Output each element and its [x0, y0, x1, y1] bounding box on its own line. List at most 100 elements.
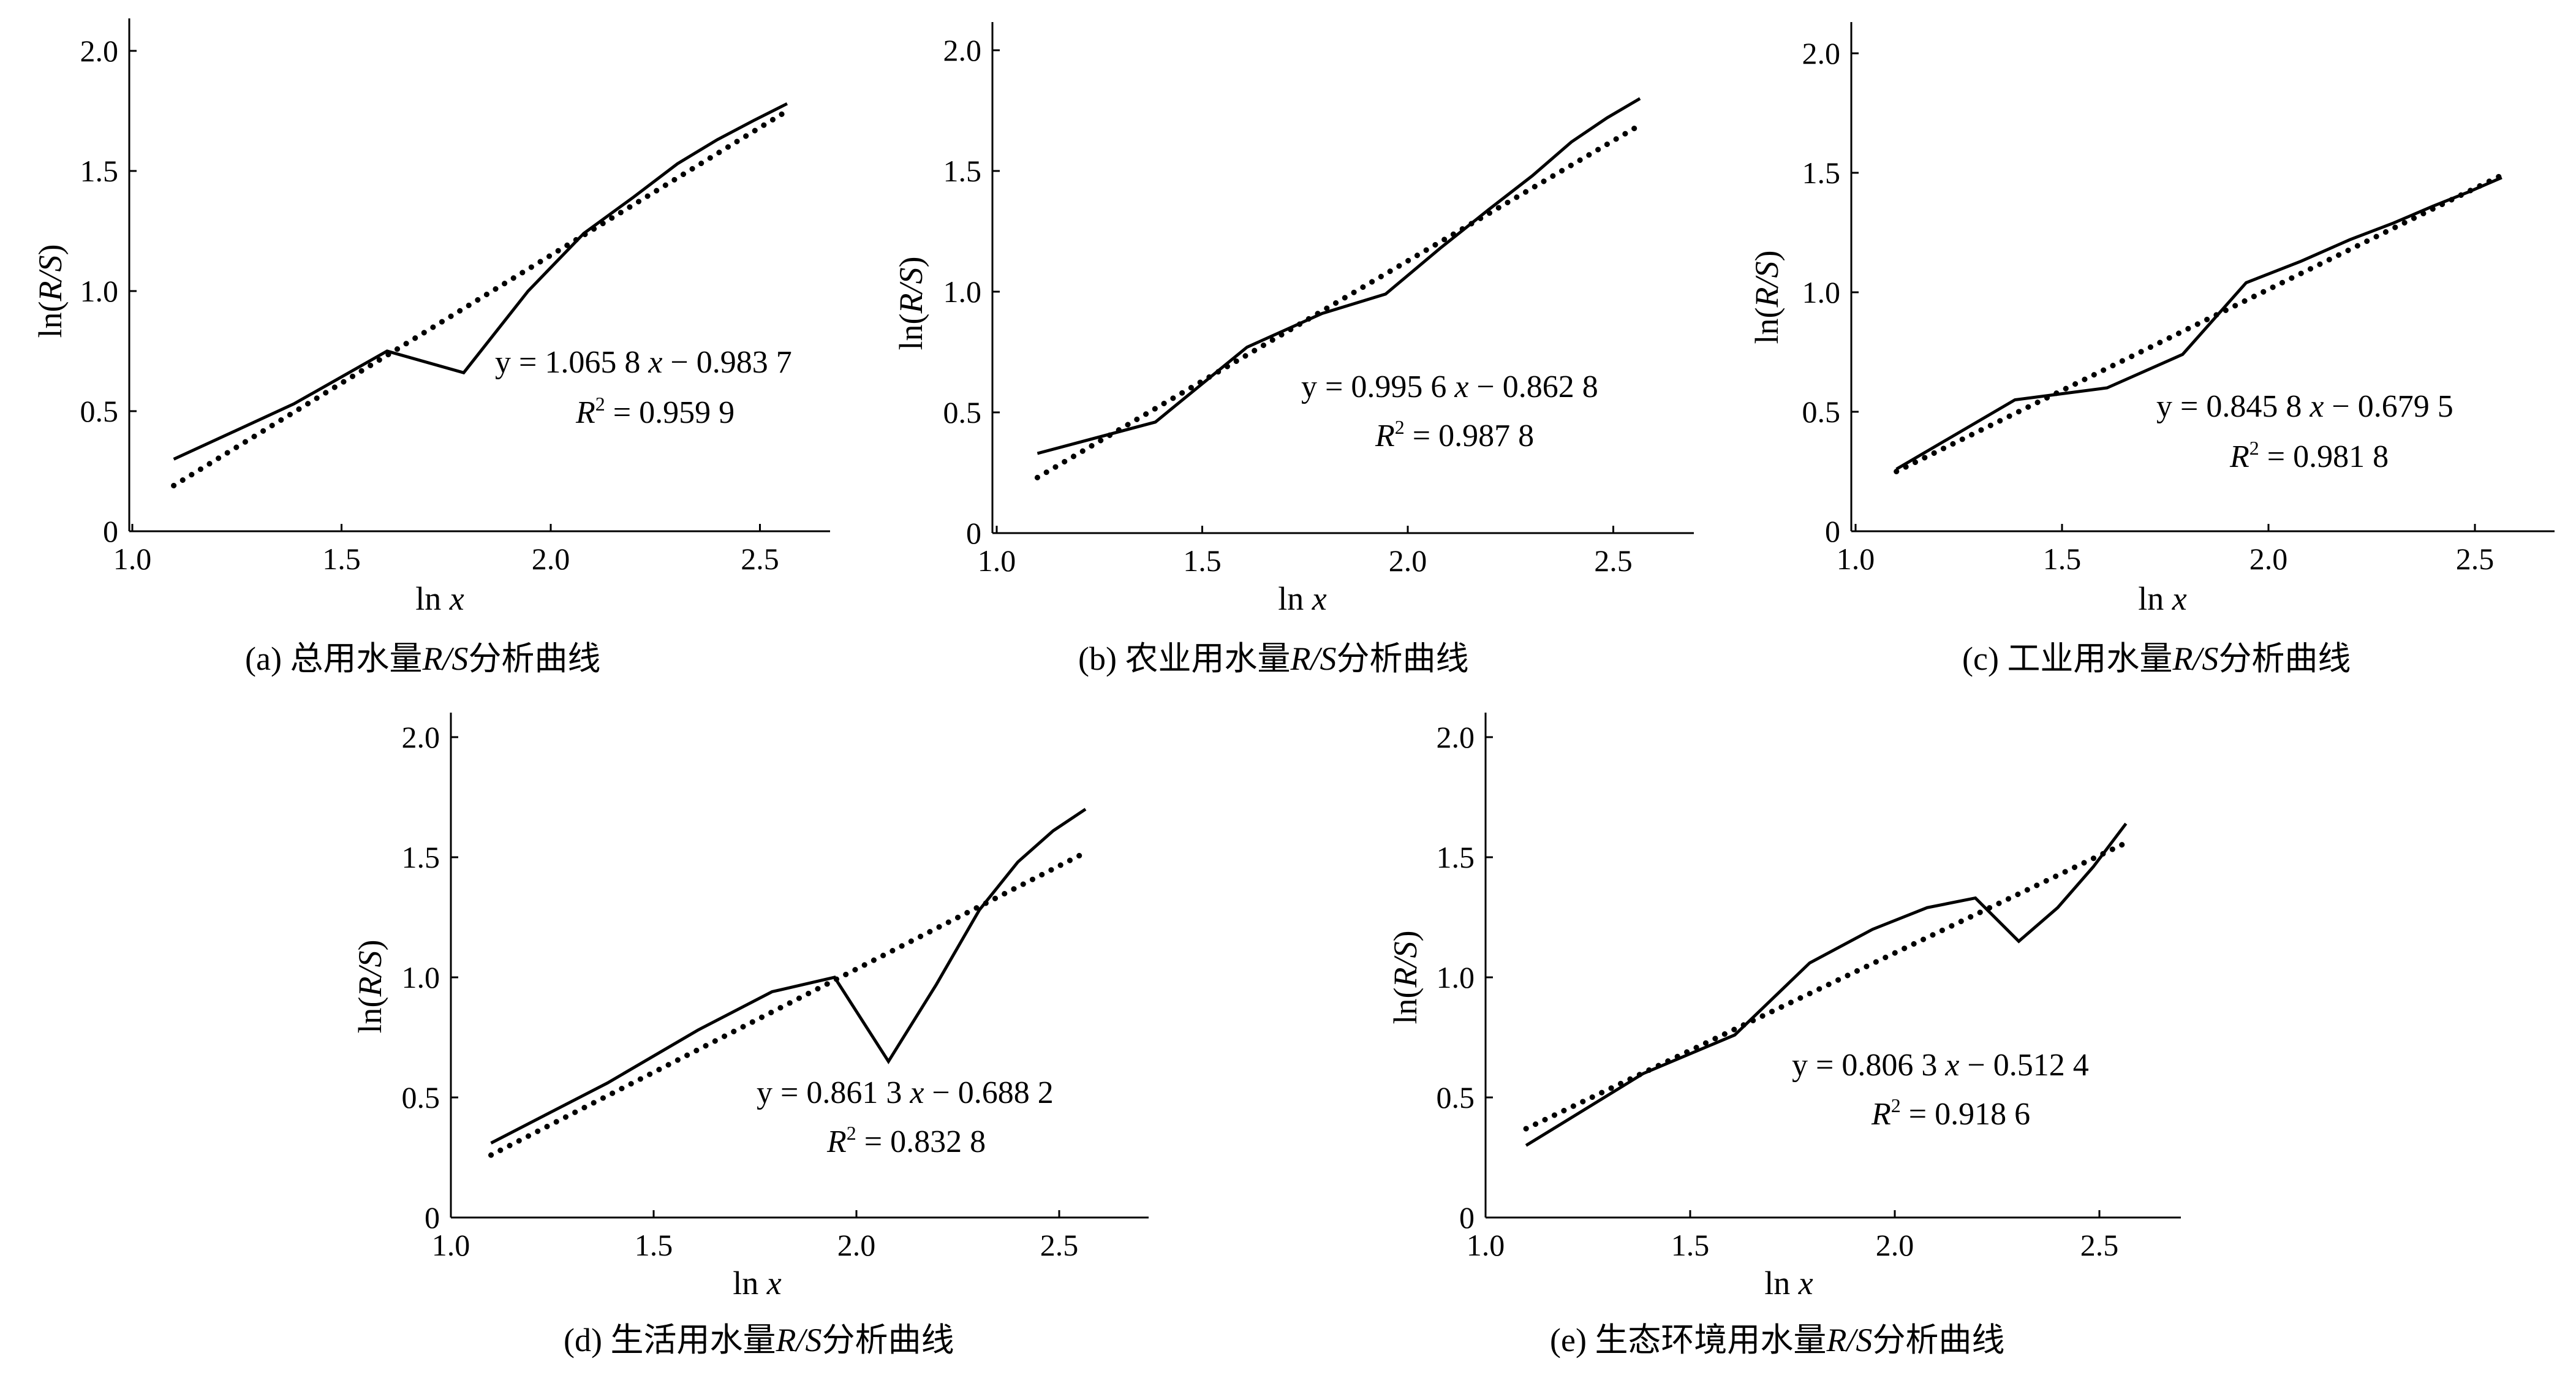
x-axis-label-prefix: ln: [733, 1265, 767, 1301]
y-tick-label: 2.0: [1437, 720, 1475, 754]
y-axis-label-var: R/S: [352, 950, 388, 997]
y-axis-label-suffix: ): [1387, 931, 1424, 942]
equation-intercept: − 0.512 4: [1959, 1048, 2088, 1083]
chart-panel-e: 00.51.01.52.01.0 1.5 2.0 2.5ln xln(R/S)y = …: [1387, 713, 2181, 1358]
y-tick-label: 0: [103, 514, 118, 548]
chart-panel-b: 00.51.01.52.01.0 1.5 2.0 2.5ln xln(R/S)y = …: [893, 22, 1694, 677]
x-axis-label: ln x: [415, 580, 464, 617]
y-tick-label: 2.0: [1802, 36, 1841, 70]
r-squared-exponent: 2: [2249, 437, 2259, 459]
x-axis-label: ln x: [1764, 1265, 1813, 1301]
x-axis-label-var: x: [1798, 1265, 1813, 1301]
equation-var: x: [1944, 1048, 1959, 1083]
y-tick-label: 0: [1459, 1200, 1475, 1235]
x-tick-label: 1.0: [113, 542, 152, 576]
panel-caption: (a) 总用水量R/S分析曲线: [245, 640, 600, 677]
equation-var: x: [2309, 389, 2324, 424]
equation-coef: y = 1.065 8: [495, 345, 648, 380]
y-axis-label: ln(R/S): [1387, 931, 1424, 1025]
x-tick-label: 1.5: [1671, 1228, 1710, 1262]
x-axis-label-var: x: [1312, 580, 1327, 617]
x-axis-label: ln x: [1278, 580, 1327, 617]
y-tick-label: 1.5: [80, 154, 119, 188]
x-tick-label: 1.5: [635, 1228, 673, 1262]
r-squared: R2 = 0.981 8: [2229, 437, 2389, 474]
y-tick-label: 2.0: [402, 720, 440, 754]
y-tick-label: 1.0: [80, 274, 119, 308]
x-tick-label: 1.0: [432, 1228, 470, 1262]
y-tick-label: 1.5: [1802, 156, 1841, 190]
r-squared: R2 = 0.918 6: [1871, 1094, 2030, 1132]
y-tick-label: 0.5: [80, 394, 119, 428]
equation-var: x: [909, 1075, 924, 1110]
r-squared-value: = 0.918 6: [1901, 1097, 2030, 1132]
y-axis-label: ln(R/S): [893, 257, 929, 350]
caption-letter: (a): [245, 640, 290, 677]
regression-equation: y = 0.861 3 x − 0.688 2: [757, 1075, 1054, 1110]
trend-line: [1523, 840, 2129, 1132]
x-tick-label: 1.5: [322, 542, 361, 576]
regression-equation: y = 0.995 6 x − 0.862 8: [1301, 369, 1598, 404]
y-tick-label: 2.0: [80, 34, 119, 68]
caption-letter: (b): [1078, 640, 1125, 677]
caption-title: 农业用水量: [1125, 640, 1290, 677]
x-tick-label: 2.5: [1594, 544, 1633, 578]
r-squared-symbol: R: [2229, 439, 2249, 474]
y-axis-label-suffix: ): [352, 940, 388, 951]
y-axis-label-var: R/S: [32, 255, 69, 301]
x-axis-label-var: x: [766, 1265, 782, 1301]
r-squared-value: = 0.981 8: [2259, 439, 2389, 474]
y-axis-label-prefix: ln(: [1387, 987, 1424, 1024]
caption-rs: R/S: [421, 640, 468, 677]
r-squared-symbol: R: [826, 1124, 847, 1159]
trend-line: [1894, 172, 2505, 474]
caption-suffix: 分析曲线: [2218, 640, 2351, 677]
caption-letter: (c): [1962, 640, 2007, 677]
y-tick-label: 0: [1825, 514, 1840, 548]
y-axis-label-var: R/S: [1387, 941, 1424, 988]
y-tick-label: 1.0: [1437, 960, 1475, 994]
r-squared-symbol: R: [1871, 1097, 1891, 1132]
x-tick-label: 1.5: [1183, 544, 1222, 578]
caption-title: 总用水量: [290, 640, 422, 677]
caption-rs: R/S: [1826, 1322, 1872, 1358]
equation-intercept: − 0.688 2: [924, 1075, 1053, 1110]
chart-panel-d: 00.51.01.52.01.0 1.5 2.0 2.5ln xln(R/S)y = …: [352, 713, 1149, 1358]
y-tick-label: 0.5: [1437, 1080, 1475, 1115]
y-tick-label: 1.5: [402, 840, 440, 874]
x-tick-label: 1.0: [978, 544, 1016, 578]
r-squared-value: = 0.987 8: [1405, 419, 1534, 453]
x-axis-label-prefix: ln: [1278, 580, 1312, 617]
equation-coef: y = 0.845 8: [2156, 389, 2310, 424]
y-axis-label-prefix: ln(: [893, 313, 929, 350]
equation-var: x: [1454, 369, 1468, 404]
y-axis-label-suffix: ): [1748, 251, 1785, 262]
x-axis-label: ln x: [733, 1265, 782, 1301]
y-axis-label: ln(R/S): [32, 244, 69, 338]
y-tick-label: 1.5: [1437, 840, 1475, 874]
r-squared-value: = 0.832 8: [856, 1124, 986, 1159]
y-tick-label: 2.0: [943, 33, 982, 67]
panel-caption: (b) 农业用水量R/S分析曲线: [1078, 640, 1468, 677]
x-tick-label: 2.5: [2080, 1228, 2119, 1262]
caption-suffix: 分析曲线: [822, 1322, 954, 1358]
x-tick-label: 2.0: [1876, 1228, 1914, 1262]
y-tick-label: 0.5: [402, 1080, 440, 1115]
caption-title: 生态环境用水量: [1595, 1322, 1826, 1358]
y-axis-label-prefix: ln(: [1748, 307, 1785, 344]
r-squared: R2 = 0.987 8: [1375, 416, 1534, 453]
x-tick-label: 1.0: [1467, 1228, 1505, 1262]
x-axis-label-prefix: ln: [415, 580, 450, 617]
y-axis-label-var: R/S: [1748, 261, 1785, 308]
x-tick-label: 2.0: [532, 542, 570, 576]
chart-panel-c: 00.51.01.52.01.0 1.5 2.0 2.5ln xln(R/S)y = …: [1748, 22, 2555, 677]
x-axis-label: ln x: [2138, 580, 2187, 617]
r-squared-symbol: R: [575, 395, 595, 430]
y-tick-label: 0.5: [1802, 395, 1841, 429]
r-squared-exponent: 2: [847, 1122, 856, 1144]
equation-var: x: [648, 345, 662, 380]
y-tick-label: 1.0: [402, 960, 440, 994]
y-tick-label: 1.5: [943, 154, 982, 188]
r-squared-symbol: R: [1375, 419, 1395, 453]
y-tick-label: 0: [425, 1200, 440, 1235]
